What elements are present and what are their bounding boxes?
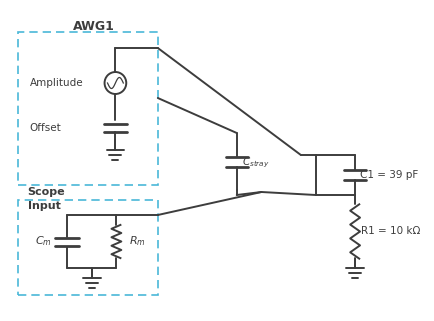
Text: C1 = 39 pF: C1 = 39 pF: [359, 170, 418, 180]
Text: Scope: Scope: [27, 187, 65, 197]
Text: R1 = 10 kΩ: R1 = 10 kΩ: [360, 227, 419, 237]
Text: $C_m$: $C_m$: [36, 235, 52, 248]
Bar: [18, 200, 158, 295]
Bar: [18, 32, 158, 185]
Text: $C_{stray}$: $C_{stray}$: [241, 156, 269, 170]
Text: AWG1: AWG1: [72, 20, 115, 32]
Text: Offset: Offset: [30, 123, 61, 133]
Text: $R_m$: $R_m$: [129, 235, 146, 248]
Text: Amplitude: Amplitude: [30, 78, 83, 88]
Text: Input: Input: [27, 201, 60, 211]
